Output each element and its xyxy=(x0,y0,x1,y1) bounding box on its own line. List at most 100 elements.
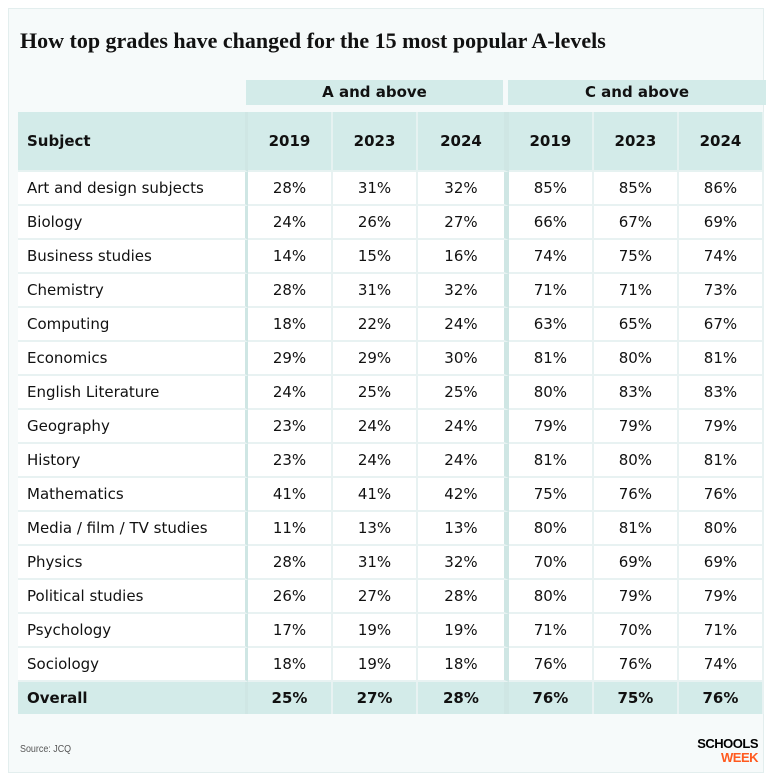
value-cell: 75% xyxy=(593,240,679,274)
value-cell: 83% xyxy=(678,376,764,410)
value-cell: 24% xyxy=(418,308,509,342)
value-cell: 81% xyxy=(678,342,764,376)
value-cell: 25% xyxy=(418,376,509,410)
group-header-a-and-above: A and above xyxy=(246,80,503,105)
value-cell: 28% xyxy=(248,546,334,580)
value-cell: 80% xyxy=(508,580,594,614)
table-row: Art and design subjects 28% 31% 32% 85% 85% 86… xyxy=(18,172,764,206)
value-cell: 13% xyxy=(333,512,419,546)
subject-cell: Overall xyxy=(18,682,248,714)
subject-cell: English Literature xyxy=(18,376,248,410)
value-cell: 81% xyxy=(508,444,594,478)
subject-cell: Chemistry xyxy=(18,274,248,308)
value-cell: 24% xyxy=(333,410,419,444)
table-row: Media / film / TV studies 11% 13% 13% 80% 81%… xyxy=(18,512,764,546)
value-cell: 80% xyxy=(508,512,594,546)
subject-cell: Economics xyxy=(18,342,248,376)
value-cell: 22% xyxy=(333,308,419,342)
table-row: Mathematics 41% 41% 42% 75% 76% 76% xyxy=(18,478,764,512)
source-note: Source: JCQ xyxy=(20,743,72,755)
value-cell: 32% xyxy=(418,172,509,206)
value-cell: 76% xyxy=(508,648,594,682)
value-cell: 85% xyxy=(508,172,594,206)
value-cell: 70% xyxy=(593,614,679,648)
value-cell: 80% xyxy=(508,376,594,410)
column-header-year: 2023 xyxy=(593,112,679,172)
value-cell: 86% xyxy=(678,172,764,206)
table-row: English Literature 24% 25% 25% 80% 83% 83% xyxy=(18,376,764,410)
value-cell: 76% xyxy=(593,478,679,512)
value-cell: 79% xyxy=(678,580,764,614)
value-cell: 23% xyxy=(248,410,334,444)
column-header-year: 2024 xyxy=(678,112,764,172)
value-cell: 28% xyxy=(248,172,334,206)
value-cell: 24% xyxy=(418,410,509,444)
column-header-year: 2024 xyxy=(418,112,509,172)
value-cell: 74% xyxy=(678,240,764,274)
value-cell: 41% xyxy=(248,478,334,512)
value-cell: 74% xyxy=(678,648,764,682)
page-title: How top grades have changed for the 15 m… xyxy=(20,28,606,53)
value-cell: 30% xyxy=(418,342,509,376)
table-row: Chemistry 28% 31% 32% 71% 71% 73% xyxy=(18,274,764,308)
value-cell: 14% xyxy=(248,240,334,274)
value-cell: 66% xyxy=(508,206,594,240)
table-row: Biology 24% 26% 27% 66% 67% 69% xyxy=(18,206,764,240)
value-cell: 29% xyxy=(333,342,419,376)
column-header-year: 2019 xyxy=(508,112,594,172)
value-cell: 25% xyxy=(248,682,334,714)
value-cell: 85% xyxy=(593,172,679,206)
value-cell: 71% xyxy=(678,614,764,648)
schools-week-logo: SCHOOLS WEEK xyxy=(697,737,758,765)
value-cell: 26% xyxy=(248,580,334,614)
table-row: Sociology 18% 19% 18% 76% 76% 74% xyxy=(18,648,764,682)
logo-line1: SCHOOLS xyxy=(697,736,758,751)
value-cell: 69% xyxy=(593,546,679,580)
value-cell: 69% xyxy=(678,206,764,240)
value-cell: 76% xyxy=(593,648,679,682)
table-body: Art and design subjects 28% 31% 32% 85% 85% 86… xyxy=(18,172,764,714)
value-cell: 67% xyxy=(593,206,679,240)
value-cell: 31% xyxy=(333,546,419,580)
subject-cell: Biology xyxy=(18,206,248,240)
value-cell: 63% xyxy=(508,308,594,342)
value-cell: 13% xyxy=(418,512,509,546)
table-row: Business studies 14% 15% 16% 74% 75% 74% xyxy=(18,240,764,274)
value-cell: 71% xyxy=(508,614,594,648)
column-header-year: 2019 xyxy=(248,112,334,172)
value-cell: 27% xyxy=(333,682,419,714)
value-cell: 24% xyxy=(418,444,509,478)
value-cell: 19% xyxy=(333,614,419,648)
subject-cell: Physics xyxy=(18,546,248,580)
value-cell: 71% xyxy=(593,274,679,308)
value-cell: 17% xyxy=(248,614,334,648)
value-cell: 24% xyxy=(248,376,334,410)
value-cell: 79% xyxy=(593,410,679,444)
value-cell: 76% xyxy=(678,682,764,714)
value-cell: 29% xyxy=(248,342,334,376)
column-header-subject: Subject xyxy=(18,112,248,172)
value-cell: 81% xyxy=(508,342,594,376)
value-cell: 28% xyxy=(248,274,334,308)
group-header-c-and-above: C and above xyxy=(508,80,766,105)
value-cell: 31% xyxy=(333,172,419,206)
value-cell: 71% xyxy=(508,274,594,308)
value-cell: 74% xyxy=(508,240,594,274)
value-cell: 23% xyxy=(248,444,334,478)
value-cell: 80% xyxy=(678,512,764,546)
table-row: Psychology 17% 19% 19% 71% 70% 71% xyxy=(18,614,764,648)
value-cell: 81% xyxy=(593,512,679,546)
subject-cell: Computing xyxy=(18,308,248,342)
value-cell: 28% xyxy=(418,580,509,614)
value-cell: 70% xyxy=(508,546,594,580)
value-cell: 18% xyxy=(418,648,509,682)
header-row: Subject 2019 2023 2024 2019 2023 2024 xyxy=(18,112,764,172)
subject-cell: Geography xyxy=(18,410,248,444)
subject-cell: Political studies xyxy=(18,580,248,614)
value-cell: 81% xyxy=(678,444,764,478)
value-cell: 41% xyxy=(333,478,419,512)
value-cell: 18% xyxy=(248,648,334,682)
subject-cell: Mathematics xyxy=(18,478,248,512)
value-cell: 65% xyxy=(593,308,679,342)
table-row: Geography 23% 24% 24% 79% 79% 79% xyxy=(18,410,764,444)
